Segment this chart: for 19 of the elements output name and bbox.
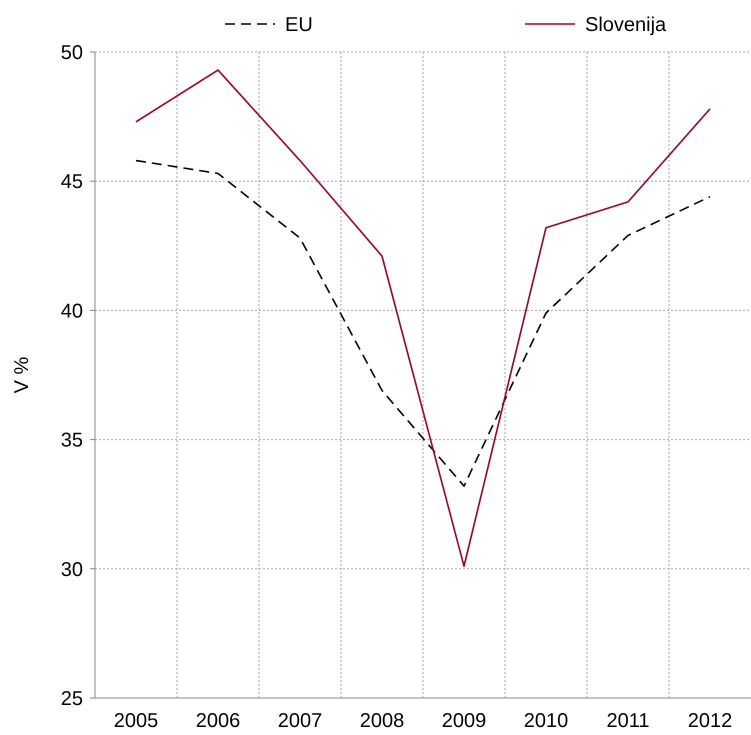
line-series bbox=[135, 160, 711, 487]
y-tick-label: 45 bbox=[60, 171, 83, 194]
x-tick-label: 2012 bbox=[688, 710, 732, 732]
x-tick-label: 2009 bbox=[442, 710, 486, 732]
x-tick-label: 2011 bbox=[606, 710, 650, 732]
y-tick-label: 30 bbox=[60, 558, 83, 581]
x-tick-label: 2010 bbox=[524, 710, 568, 732]
y-axis-title: V % bbox=[11, 356, 33, 394]
y-tick-label: 50 bbox=[60, 42, 83, 64]
x-tick-label: 2006 bbox=[196, 710, 240, 732]
x-tick-label: 2008 bbox=[360, 710, 404, 732]
legend-label: Slovenija bbox=[585, 14, 668, 36]
y-tick-label: 40 bbox=[60, 300, 83, 322]
y-tick-label: 35 bbox=[60, 430, 83, 452]
x-tick-label: 2007 bbox=[278, 710, 322, 732]
x-tick-label: 2005 bbox=[114, 710, 158, 732]
y-tick-label: 25 bbox=[60, 688, 83, 710]
legend-label: EU bbox=[285, 14, 313, 36]
line-series bbox=[135, 69, 711, 568]
